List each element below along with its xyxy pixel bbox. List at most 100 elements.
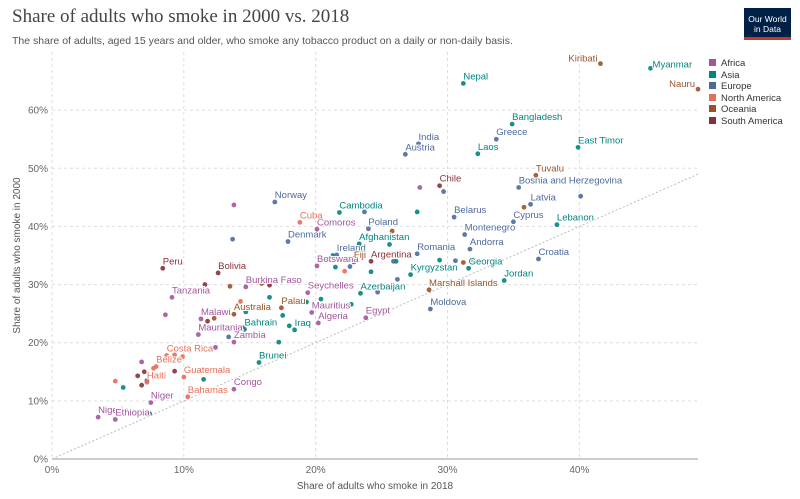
- data-label: Mauritania: [198, 323, 243, 334]
- data-point: [333, 264, 338, 270]
- data-point: [356, 241, 362, 247]
- data-point: [243, 309, 249, 315]
- data-point: [278, 305, 284, 311]
- data-point: [460, 260, 466, 265]
- x-tick-label: 30%: [438, 465, 458, 476]
- legend-swatch: [709, 70, 716, 78]
- data-label: Cyprus: [513, 210, 543, 221]
- data-point: [598, 61, 603, 67]
- data-point: [451, 214, 457, 220]
- legend-item[interactable]: Oceania: [709, 104, 756, 115]
- y-tick-label: 30%: [28, 280, 48, 291]
- legend-item[interactable]: North America: [709, 93, 781, 104]
- data-label: Bahrain: [244, 317, 277, 328]
- data-label: Egypt: [366, 306, 391, 317]
- data-point: [205, 318, 210, 324]
- data-point: [414, 251, 420, 257]
- data-label: Denmark: [288, 230, 327, 241]
- data-point: [180, 354, 185, 360]
- logo-bar: [744, 37, 791, 40]
- data-label: Romania: [417, 242, 456, 253]
- legend-item[interactable]: Africa: [709, 58, 745, 69]
- data-label: Ireland: [337, 243, 366, 254]
- data-point: [135, 373, 141, 379]
- data-point: [366, 226, 371, 232]
- data-label: Greece: [496, 127, 527, 138]
- x-axis-label: Share of adults who smoke in 2018: [297, 481, 454, 492]
- data-point: [509, 121, 515, 127]
- data-label: Norway: [275, 190, 307, 201]
- data-point: [243, 284, 249, 290]
- data-label: Belize: [156, 355, 182, 366]
- legend-item[interactable]: South America: [709, 116, 783, 127]
- data-point: [318, 296, 324, 302]
- data-point: [276, 339, 282, 345]
- legend-item[interactable]: Asia: [709, 70, 739, 81]
- data-point: [169, 294, 175, 300]
- legend-swatch: [709, 105, 716, 113]
- data-point: [304, 299, 309, 305]
- data-point: [330, 253, 336, 258]
- data-point: [95, 414, 101, 420]
- data-point: [240, 325, 246, 330]
- data-point: [139, 382, 145, 388]
- data-point: [408, 272, 413, 278]
- data-label: Fiji: [354, 250, 366, 261]
- data-point: [267, 282, 272, 288]
- data-point: [426, 287, 432, 293]
- legend-swatch: [709, 117, 716, 124]
- data-point: [181, 374, 187, 380]
- data-point: [437, 183, 442, 189]
- data-point: [272, 199, 278, 205]
- data-point: [162, 312, 168, 318]
- data-point: [166, 358, 172, 364]
- legend-label: South America: [721, 116, 783, 127]
- data-point: [151, 365, 156, 371]
- data-label: Marshall Islands: [429, 278, 498, 289]
- data-point: [358, 290, 363, 296]
- data-point: [460, 80, 466, 86]
- data-point: [414, 209, 420, 215]
- data-point: [256, 360, 262, 365]
- data-point: [347, 264, 353, 269]
- data-label: Costa Rica: [167, 344, 214, 355]
- data-label: Georgia: [469, 256, 504, 267]
- data-label: Austria: [405, 142, 435, 153]
- data-point: [516, 185, 522, 190]
- logo-line-2: in Data: [754, 24, 781, 34]
- owid-logo[interactable]: Our World in Data: [744, 8, 791, 40]
- data-point: [314, 226, 320, 232]
- data-label: Peru: [163, 256, 183, 267]
- y-tick-label: 10%: [28, 396, 48, 407]
- data-label: Latvia: [531, 192, 557, 203]
- data-label: Kyrgyzstan: [411, 263, 458, 274]
- legend-swatch: [709, 93, 716, 101]
- data-point: [213, 344, 218, 350]
- data-point: [160, 265, 166, 271]
- data-point: [536, 256, 541, 262]
- data-label: Lebanon: [557, 213, 594, 224]
- logo-line-1: Our World: [748, 14, 787, 24]
- chart-title: Share of adults who smoke in 2000 vs. 20…: [12, 6, 350, 27]
- data-label: Belarus: [454, 205, 486, 216]
- legend-item[interactable]: Europe: [709, 81, 752, 92]
- data-point: [230, 236, 236, 242]
- data-label: Chile: [440, 174, 462, 185]
- legend-label: North America: [721, 92, 782, 104]
- data-label: Argentina: [371, 249, 412, 260]
- data-point: [286, 323, 292, 329]
- data-point: [202, 282, 208, 287]
- data-point: [231, 386, 237, 392]
- data-label: Montenegro: [465, 223, 516, 234]
- data-point: [521, 204, 527, 210]
- data-point: [267, 294, 272, 300]
- data-point: [467, 246, 473, 252]
- data-point: [389, 228, 395, 234]
- data-label: Andorra: [470, 237, 505, 248]
- data-point: [695, 86, 701, 92]
- data-point: [231, 311, 237, 317]
- legend-label: Asia: [721, 69, 740, 81]
- data-label: Myanmar: [653, 59, 693, 70]
- data-label: Seychelles: [308, 281, 354, 292]
